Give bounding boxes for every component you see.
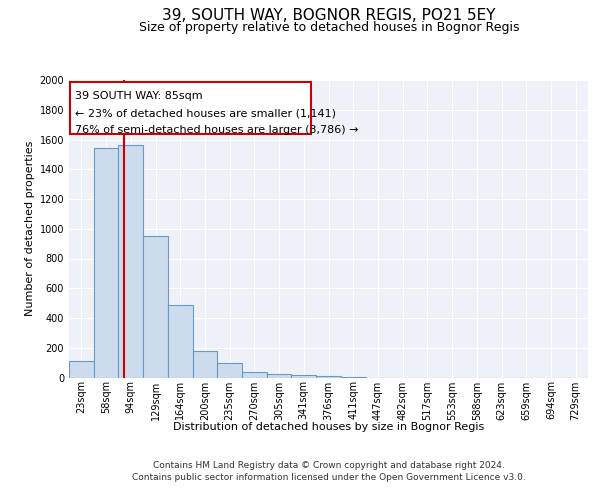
Bar bbox=[316, 376, 341, 378]
Bar bbox=[242, 372, 267, 378]
Bar bbox=[70, 82, 311, 134]
Bar bbox=[69, 361, 94, 378]
Text: Size of property relative to detached houses in Bognor Regis: Size of property relative to detached ho… bbox=[139, 21, 519, 34]
Bar bbox=[267, 374, 292, 378]
Text: Distribution of detached houses by size in Bognor Regis: Distribution of detached houses by size … bbox=[173, 422, 484, 432]
Bar bbox=[168, 304, 193, 378]
Text: ← 23% of detached houses are smaller (1,141): ← 23% of detached houses are smaller (1,… bbox=[75, 108, 336, 118]
Bar bbox=[143, 236, 168, 378]
Bar bbox=[94, 148, 118, 378]
Text: 76% of semi-detached houses are larger (3,786) →: 76% of semi-detached houses are larger (… bbox=[75, 126, 359, 136]
Bar bbox=[341, 377, 365, 378]
Bar bbox=[292, 376, 316, 378]
Bar bbox=[217, 362, 242, 378]
Bar bbox=[193, 350, 217, 378]
Text: 39 SOUTH WAY: 85sqm: 39 SOUTH WAY: 85sqm bbox=[75, 91, 203, 101]
Text: Contains HM Land Registry data © Crown copyright and database right 2024.
Contai: Contains HM Land Registry data © Crown c… bbox=[132, 461, 526, 482]
Text: 39, SOUTH WAY, BOGNOR REGIS, PO21 5EY: 39, SOUTH WAY, BOGNOR REGIS, PO21 5EY bbox=[162, 8, 496, 22]
Bar bbox=[118, 146, 143, 378]
Y-axis label: Number of detached properties: Number of detached properties bbox=[25, 141, 35, 316]
